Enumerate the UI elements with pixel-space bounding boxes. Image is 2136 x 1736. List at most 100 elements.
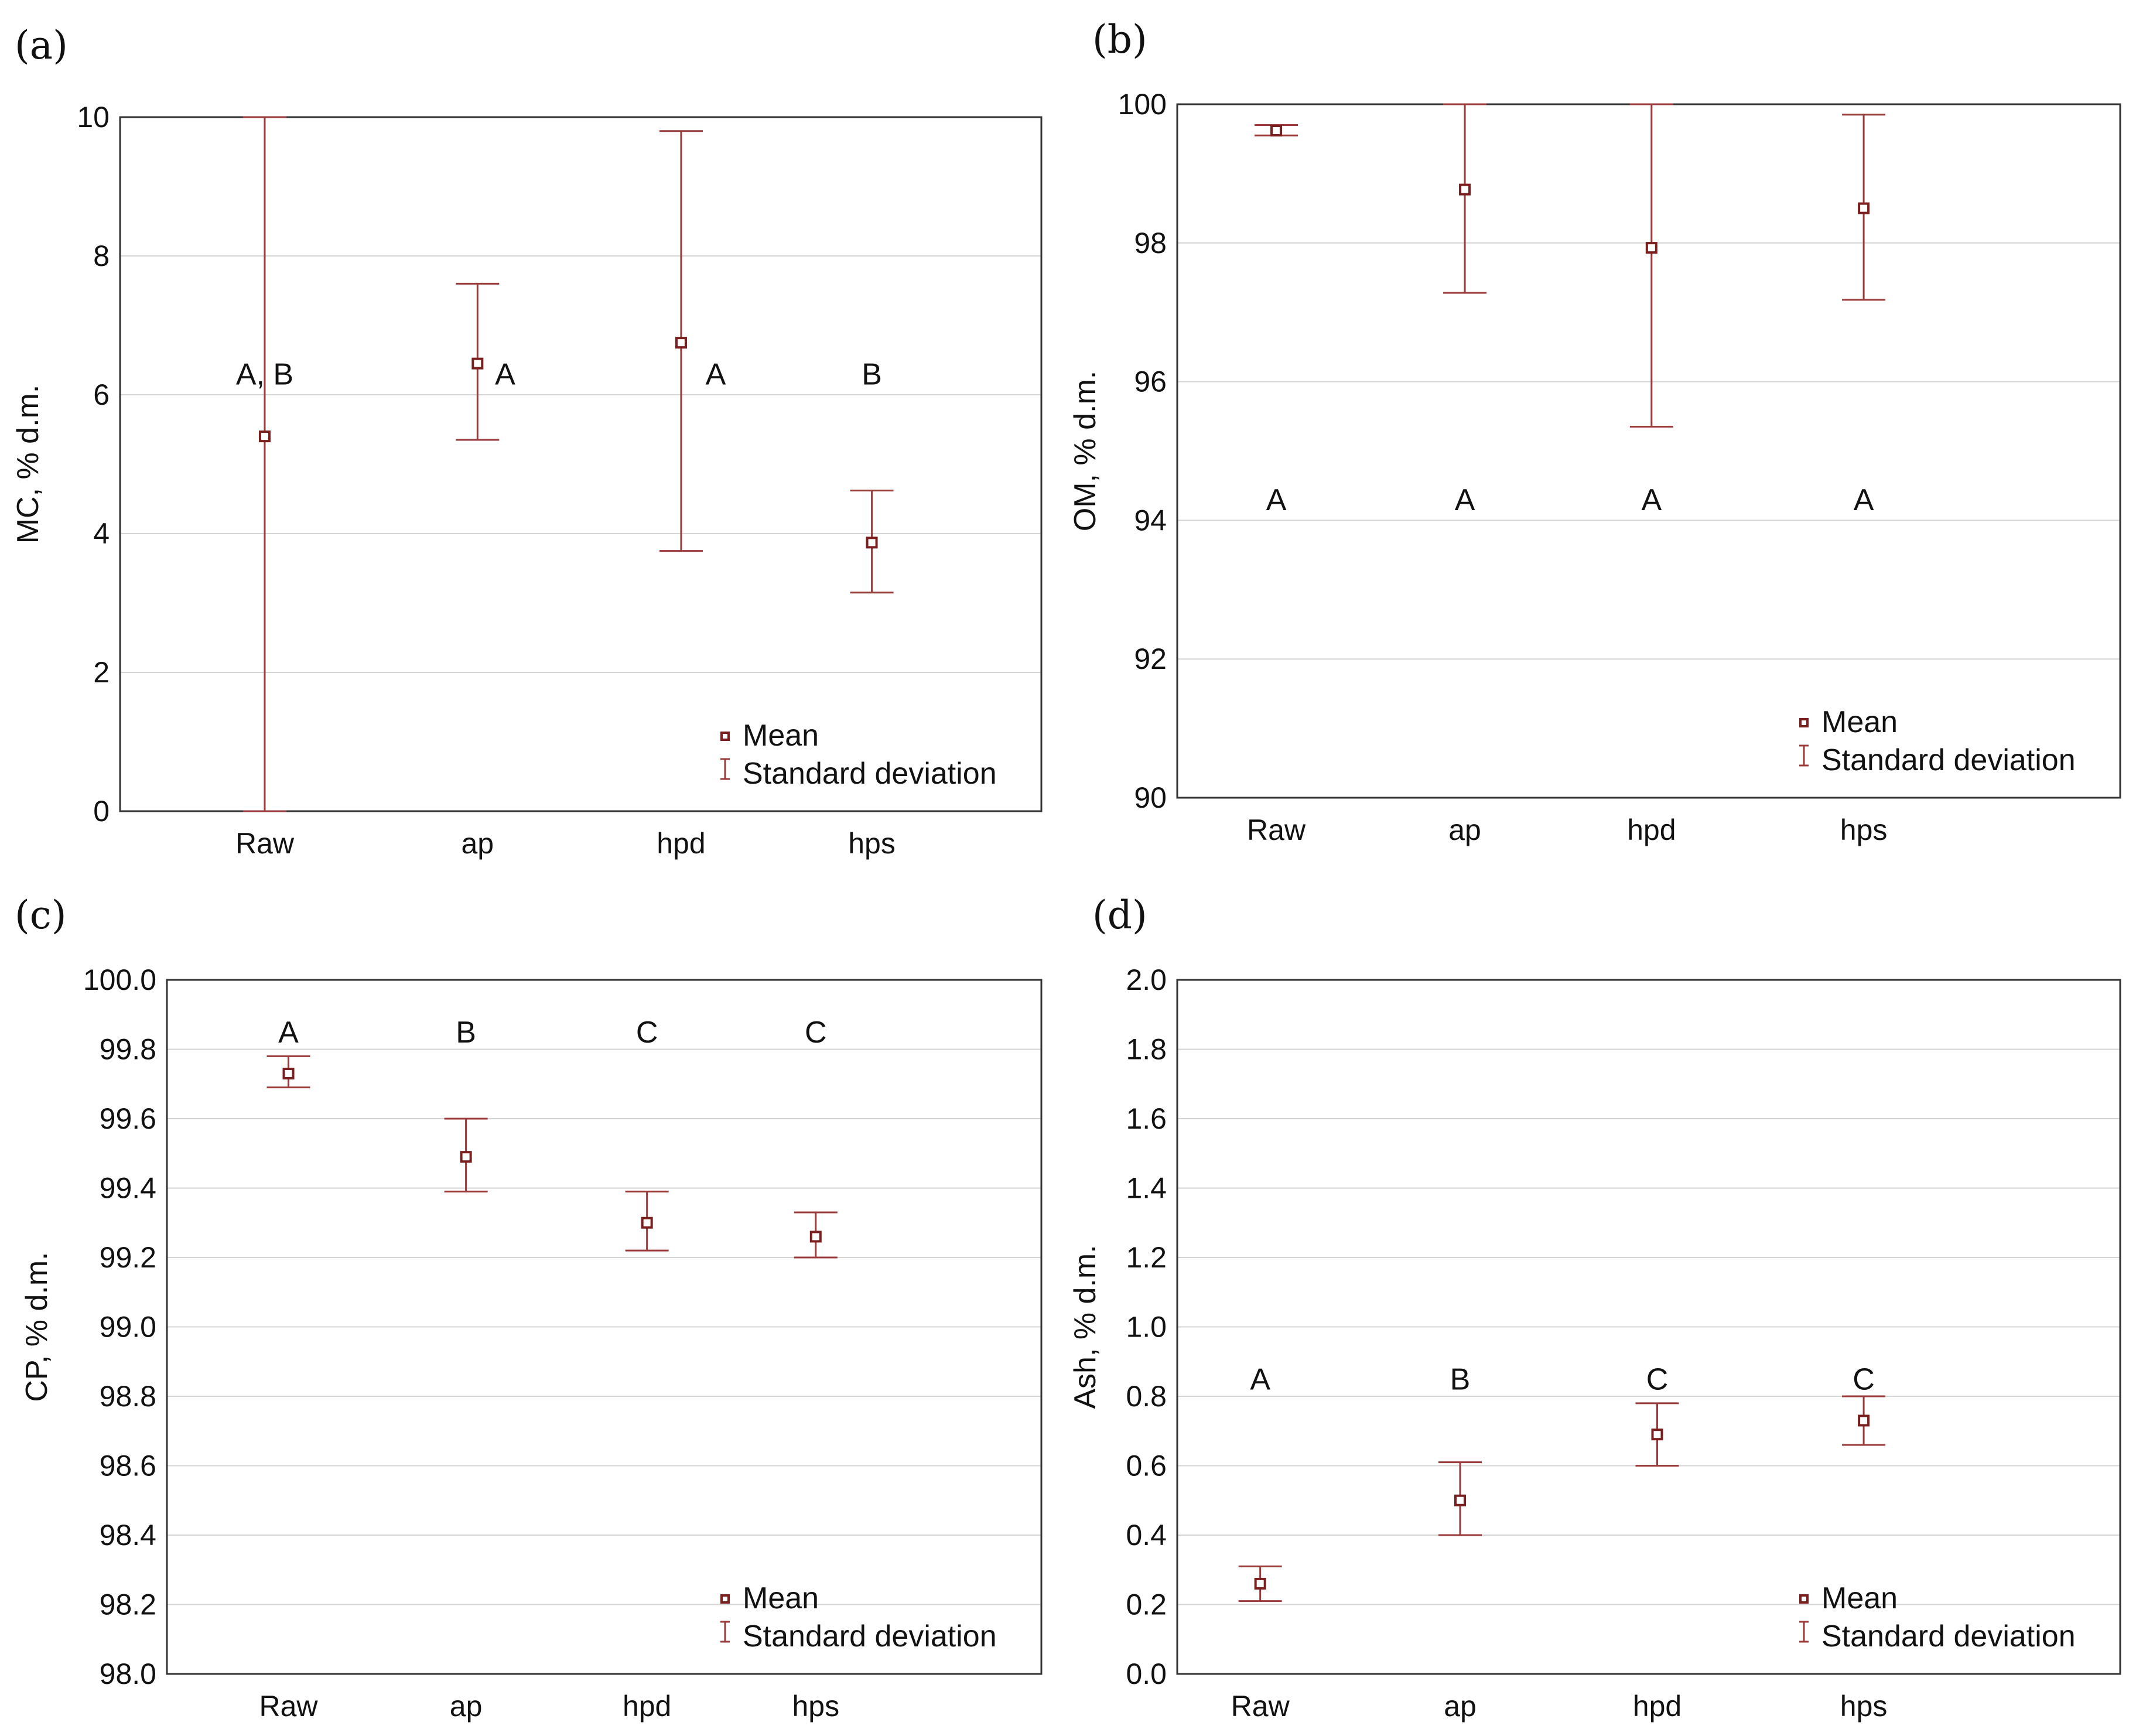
y-tick-label: 98.8 [100,1380,156,1413]
y-tick-label: 0.6 [1126,1450,1167,1482]
group-letter: C [1853,1362,1875,1396]
y-tick-label: 100 [1118,88,1167,121]
y-tick-label: 1.2 [1126,1241,1167,1274]
x-tick-label: ap [450,1690,483,1723]
mean-marker [1858,1414,1870,1427]
chart-panel-3: (c) 98.0 98.2 98.4 98.6 98.8 99.0 99.2 99.4 99.6 9… [15,893,1043,1723]
x-tick-label: hpd [1633,1690,1682,1723]
legend-mean-label: Mean [1821,1581,1898,1615]
x-tick-label: hps [1840,814,1888,846]
legend-sd-label: Standard deviation [1821,1619,2076,1653]
y-tick-label: 0.0 [1126,1658,1167,1690]
x-tick-label: ap [1448,814,1481,846]
y-tick-label: 10 [77,101,110,134]
y-tick-label: 99.0 [100,1311,156,1344]
group-letter: B [1450,1362,1471,1396]
legend-mean-marker [720,1594,730,1604]
y-tick-label: 98.6 [100,1450,156,1482]
mean-marker [1651,1429,1663,1441]
y-tick-label: 1.6 [1126,1102,1167,1135]
x-tick-label: hpd [1627,814,1676,846]
y-tick-label: 0.8 [1126,1380,1167,1413]
plot-frame [1176,979,2121,1675]
legend-sd-label: Standard deviation [743,1619,997,1653]
x-tick-label: hps [848,827,896,860]
legend-sd-label: Standard deviation [743,757,997,791]
y-tick-label: 98.4 [100,1519,156,1552]
y-tick-label: 0.4 [1126,1519,1167,1552]
y-tick-label: 6 [93,378,110,411]
group-letter: A [1250,1362,1270,1396]
group-letter: A, B [236,357,293,391]
mean-marker [1645,242,1657,254]
legend-mean-marker [1799,718,1809,727]
x-tick-label: Raw [1231,1690,1290,1723]
chart-panel-4: (d) 0.0 0.2 0.4 0.6 0.8 1.0 1.2 1.4 1.6 1.8 2.0 Ash,… [1068,893,2121,1723]
group-letter: A [1266,483,1287,517]
y-tick-label: 8 [93,240,110,272]
y-tick-label: 98.0 [100,1658,156,1690]
group-letter: B [862,357,882,391]
panel-label: (d) [1092,893,1147,938]
x-tick-label: Raw [235,827,295,860]
y-axis-title: MC, % d.m. [11,385,45,544]
y-tick-label: 90 [1134,781,1167,814]
y-tick-label: 94 [1134,504,1167,536]
y-tick-label: 1.4 [1126,1172,1167,1205]
y-tick-label: 2 [93,656,110,689]
legend-mean-label: Mean [743,719,819,753]
plot-frame [119,116,1043,812]
y-tick-label: 2.0 [1126,963,1167,996]
y-tick-label: 92 [1134,643,1167,675]
panel-label: (b) [1092,17,1147,62]
x-tick-label: ap [1444,1690,1477,1723]
y-axis-title: OM, % d.m. [1068,371,1102,531]
y-tick-label: 99.8 [100,1033,156,1066]
y-tick-label: 99.6 [100,1102,156,1135]
mean-marker [866,536,878,549]
group-letter: A [495,357,515,391]
y-tick-label: 98.2 [100,1588,156,1621]
group-letter: B [456,1016,476,1050]
mean-marker [471,357,484,370]
plot-frame [1176,103,2121,799]
mean-marker [1459,183,1471,196]
y-tick-label: 99.4 [100,1172,156,1205]
y-tick-label: 1.8 [1126,1033,1167,1066]
x-tick-label: hpd [623,1690,671,1723]
mean-marker [282,1067,295,1079]
mean-marker [675,337,687,349]
mean-marker [1270,124,1283,136]
x-tick-label: hps [1840,1690,1888,1723]
y-tick-label: 96 [1134,365,1167,398]
mean-marker [1454,1494,1466,1506]
chart-panel-1: (a) 0 2 4 6 8 10 MC, % d.m. Raw ap hpd hps A, B A A B Me… [11,23,1043,860]
y-tick-label: 0 [93,795,110,828]
group-letter: C [636,1016,658,1050]
y-tick-label: 98 [1134,227,1167,259]
x-tick-label: Raw [1247,814,1306,846]
panel-label: (a) [15,23,68,68]
group-letter: A [278,1016,299,1050]
legend-mean-marker [1799,1594,1809,1604]
group-letter: A [1641,483,1662,517]
x-tick-label: hps [792,1690,839,1723]
plot-frame [166,979,1043,1675]
group-letter: C [1646,1362,1669,1396]
x-tick-label: ap [462,827,494,860]
group-letter: C [805,1016,827,1050]
mean-marker [460,1151,472,1163]
legend-mean-label: Mean [1821,705,1898,739]
group-letter: A [1854,483,1874,517]
legend-sd-label: Standard deviation [1821,743,2076,777]
mean-marker [1858,202,1870,214]
group-letter: A [1455,483,1475,517]
y-tick-label: 4 [93,517,110,550]
mean-marker [641,1216,653,1229]
y-axis-title: CP, % d.m. [20,1252,54,1402]
y-tick-label: 100.0 [83,963,156,996]
y-tick-label: 0.2 [1126,1588,1167,1621]
chart-panel-2: (b) 90 92 94 96 98 100 OM, % d.m. Raw ap hpd hps A A A… [1068,17,2121,846]
panel-label: (c) [15,893,66,938]
